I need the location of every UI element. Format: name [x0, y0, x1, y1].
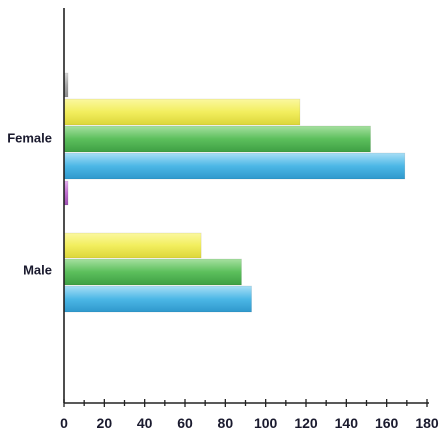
category-label-male: Male — [23, 262, 52, 277]
x-tick-label-80: 80 — [218, 415, 234, 431]
bar-female-yellow — [63, 98, 301, 126]
bar-female-green — [63, 125, 371, 153]
bar-female-blue — [63, 152, 406, 180]
x-tick-label-160: 160 — [375, 415, 399, 431]
axes-layer — [63, 8, 429, 407]
bars-layer — [63, 72, 406, 313]
x-tick-label-40: 40 — [137, 415, 153, 431]
x-tick-label-120: 120 — [294, 415, 318, 431]
x-tick-label-180: 180 — [415, 415, 439, 431]
bar-male-yellow — [63, 232, 202, 259]
category-label-female: Female — [7, 130, 52, 145]
labels-layer: Female Male 0 20 40 60 80 100 120 140 160 180 — [7, 130, 439, 431]
x-tick-label-20: 20 — [97, 415, 113, 431]
x-tick-label-60: 60 — [177, 415, 193, 431]
bar-male-green — [63, 258, 242, 286]
bar-male-blue — [63, 285, 252, 313]
x-tick-label-0: 0 — [60, 415, 68, 431]
x-tick-label-100: 100 — [254, 415, 278, 431]
x-tick-label-140: 140 — [335, 415, 359, 431]
